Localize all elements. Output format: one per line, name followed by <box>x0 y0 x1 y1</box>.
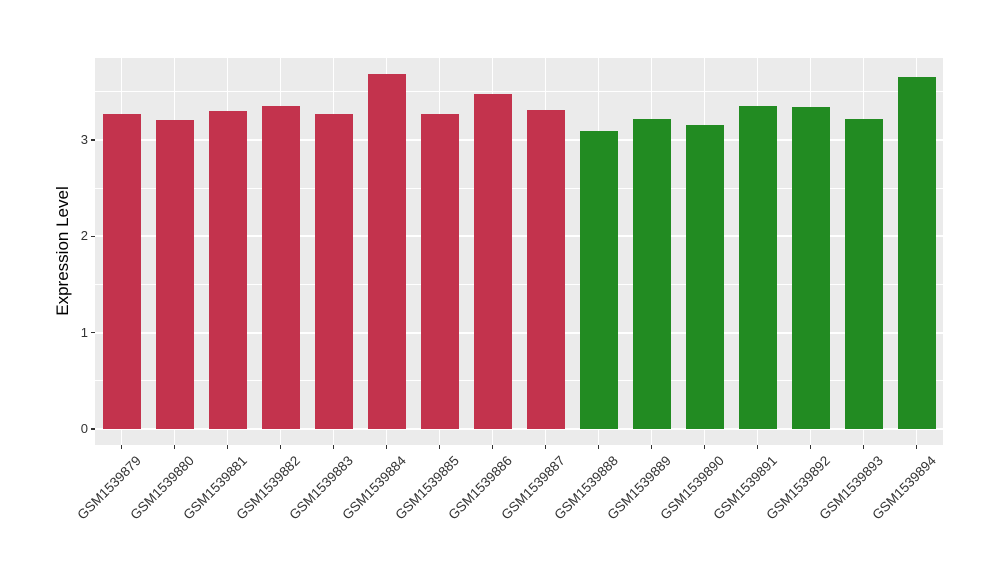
y-tick <box>90 139 95 141</box>
bar <box>738 106 777 429</box>
bar <box>473 93 512 429</box>
h-gridline-major <box>95 331 943 334</box>
y-axis-title: Expression Level <box>53 186 72 316</box>
bar <box>844 118 883 429</box>
x-tick <box>544 445 547 449</box>
bar <box>685 124 724 429</box>
x-tick <box>385 445 388 449</box>
x-tick <box>809 445 812 449</box>
y-tick <box>90 331 95 334</box>
bar <box>367 73 406 429</box>
h-gridline-major <box>95 139 943 142</box>
bar <box>579 131 618 429</box>
h-gridline-major <box>95 428 943 430</box>
x-tick <box>915 445 918 449</box>
h-gridline-major <box>95 235 943 238</box>
h-gridline-minor <box>95 284 943 286</box>
x-tick <box>650 445 653 449</box>
h-gridline-minor <box>95 380 943 382</box>
x-tick <box>597 445 600 449</box>
bar <box>261 106 300 429</box>
y-tick <box>90 235 95 238</box>
y-tick-label: 2 <box>80 228 88 244</box>
x-tick <box>279 445 282 449</box>
y-tick-label: 1 <box>80 324 88 340</box>
bar <box>102 114 141 429</box>
x-tick <box>120 445 123 449</box>
x-tick <box>332 445 335 449</box>
bar <box>791 107 830 429</box>
x-tick <box>226 445 229 449</box>
y-tick-label: 3 <box>80 132 88 148</box>
plot-panel <box>95 58 943 445</box>
x-tick <box>703 445 706 449</box>
h-gridline-minor <box>95 187 943 189</box>
x-tick <box>173 445 176 449</box>
bar <box>526 110 565 429</box>
y-tick <box>90 428 95 430</box>
x-tick <box>438 445 441 449</box>
h-gridline-minor <box>95 91 943 93</box>
bar <box>632 118 671 429</box>
x-tick <box>491 445 494 449</box>
bar <box>314 114 353 429</box>
y-tick-label: 0 <box>80 421 88 436</box>
bar <box>208 111 247 429</box>
bar <box>420 114 459 429</box>
x-tick <box>756 445 759 449</box>
x-tick <box>862 445 865 449</box>
bar <box>155 119 194 429</box>
bar <box>897 76 936 429</box>
